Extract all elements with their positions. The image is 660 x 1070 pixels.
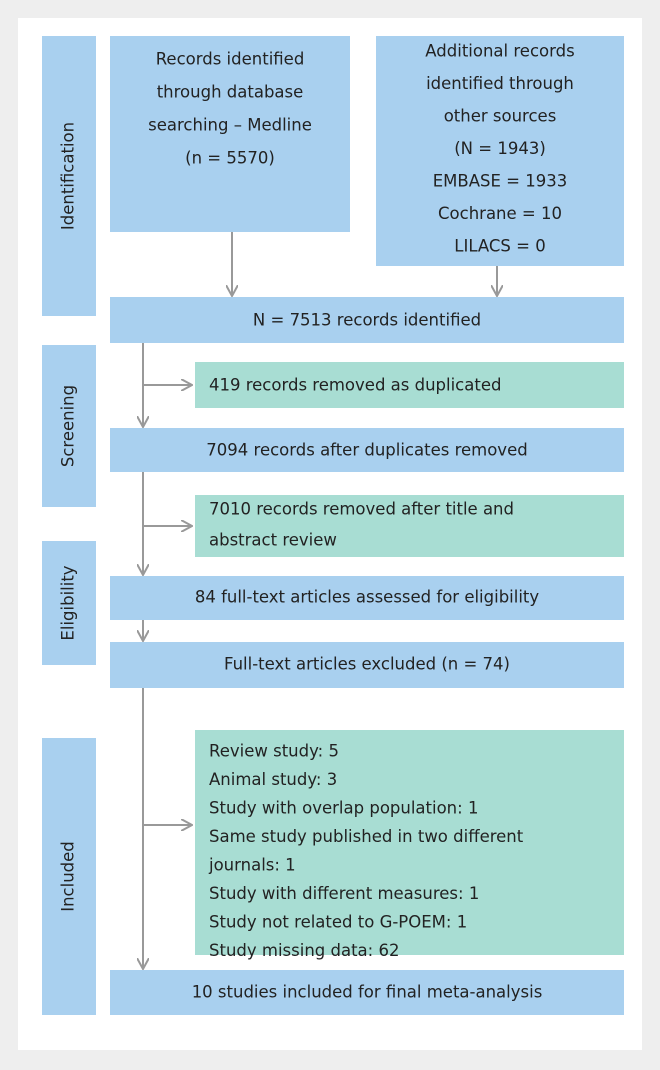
box-text: other sources [444,107,557,126]
box-text: Cochrane = 10 [438,204,562,223]
box-text: Study with different measures: 1 [209,884,479,903]
box-text: (n = 5570) [185,149,275,168]
box-text: Records identified [156,50,305,69]
box-text: EMBASE = 1933 [433,172,567,191]
box-text: Study not related to G-POEM: 1 [209,913,467,932]
box [195,362,624,408]
box [376,36,624,266]
box [110,36,350,232]
box-text: Additional records [425,42,574,61]
box-text: identified through [426,74,574,93]
arrows [143,232,497,969]
box-text: Study with overlap population: 1 [209,799,478,818]
box-text: Same study published in two different [209,827,524,846]
box-text: N = 7513 records identified [253,311,481,330]
box-text: Animal study: 3 [209,770,337,789]
box-text: Study missing data: 62 [209,941,399,960]
box-text: journals: 1 [208,856,296,875]
box [110,297,624,343]
section-label: Screening [59,385,78,467]
box [110,428,624,472]
section-label: Identification [59,122,78,230]
box-text: Review study: 5 [209,742,339,761]
box-text: 10 studies included for final meta-analy… [192,983,543,1002]
box [195,495,624,557]
section-label: Eligibility [59,565,78,640]
box-text: abstract review [209,531,337,550]
box [110,642,624,688]
section-label: Included [59,841,78,912]
box-text: Full-text articles excluded (n = 74) [224,655,510,674]
box-text: 7010 records removed after title and [209,500,514,519]
box-text: searching – Medline [148,116,312,135]
box-text: (N = 1943) [454,139,546,158]
box [195,730,624,955]
section-box [42,345,96,507]
box-text: 84 full-text articles assessed for eligi… [195,588,540,607]
section-box [42,738,96,1015]
section-box [42,541,96,665]
box [110,576,624,620]
box-text: 7094 records after duplicates removed [206,441,527,460]
box [110,970,624,1015]
box-text: through database [157,83,304,102]
section-box [42,36,96,316]
box-text: 419 records removed as duplicated [209,376,501,395]
box-text: LILACS = 0 [454,237,545,256]
